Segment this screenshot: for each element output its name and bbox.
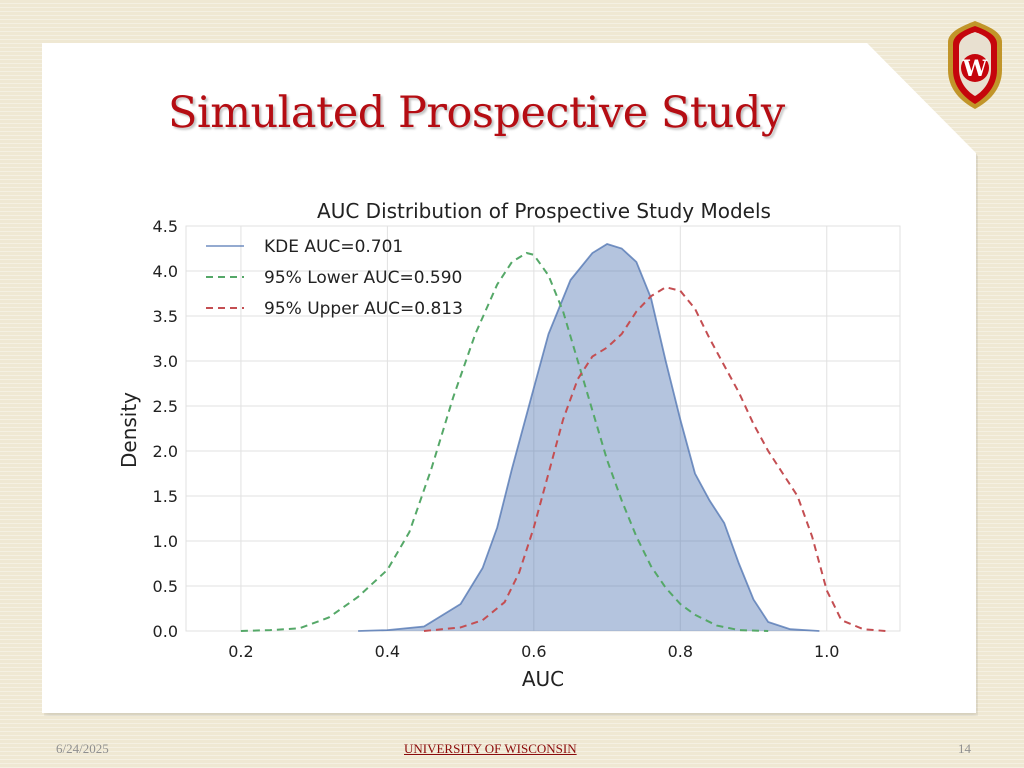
plot-area	[185, 225, 901, 632]
y-tick-label: 4.0	[153, 262, 178, 281]
y-tick-label: 2.5	[153, 397, 178, 416]
footer-date: 6/24/2025	[56, 741, 109, 756]
chart-title: AUC Distribution of Prospective Study Mo…	[317, 199, 771, 223]
grid-lines	[186, 225, 900, 632]
y-tick-label: 4.5	[153, 217, 178, 236]
series-1-kde-line	[358, 243, 820, 632]
y-tick-label: 3.5	[153, 307, 178, 326]
footer-university-link[interactable]: UNIVERSITY OF WISCONSIN	[404, 741, 577, 756]
x-tick-label: 0.6	[521, 642, 546, 661]
legend-label: 95% Upper AUC=0.813	[264, 299, 463, 319]
series-layer	[240, 243, 886, 632]
legend-label: 95% Lower AUC=0.590	[264, 268, 462, 288]
series-1-kde-area	[358, 244, 820, 631]
slide-title: Simulated Prospective Study	[168, 88, 785, 138]
x-tick-label: 1.0	[814, 642, 839, 661]
legend-label: KDE AUC=0.701	[264, 237, 403, 257]
x-tick-label: 0.2	[228, 642, 253, 661]
y-tick-label: 2.0	[153, 442, 178, 461]
series-2-dashed-line	[240, 251, 769, 632]
x-tick-label: 0.4	[375, 642, 400, 661]
page-number: 14	[958, 741, 971, 756]
x-axis-label: AUC	[522, 667, 564, 691]
y-tick-label: 0.5	[153, 577, 178, 596]
university-crest-logo: W	[948, 21, 1002, 109]
axes: 0.0 0.5 1.0 1.5 2.0 2.5 3.0 3.5 4.0 4.5 0.2 0.4 0.6 0…	[153, 217, 840, 661]
auc-density-chart: AUC Distribution of Prospective Study Mo…	[117, 199, 901, 691]
x-tick-label: 0.8	[668, 642, 693, 661]
y-tick-label: 1.5	[153, 487, 178, 506]
logo-letter: W	[962, 56, 988, 82]
y-tick-label: 1.0	[153, 532, 178, 551]
y-tick-label: 0.0	[153, 622, 178, 641]
y-axis-label: Density	[117, 392, 141, 468]
y-tick-label: 3.0	[153, 352, 178, 371]
chart-legend: KDE AUC=0.701 95% Lower AUC=0.590 95% Uppe…	[206, 237, 463, 319]
